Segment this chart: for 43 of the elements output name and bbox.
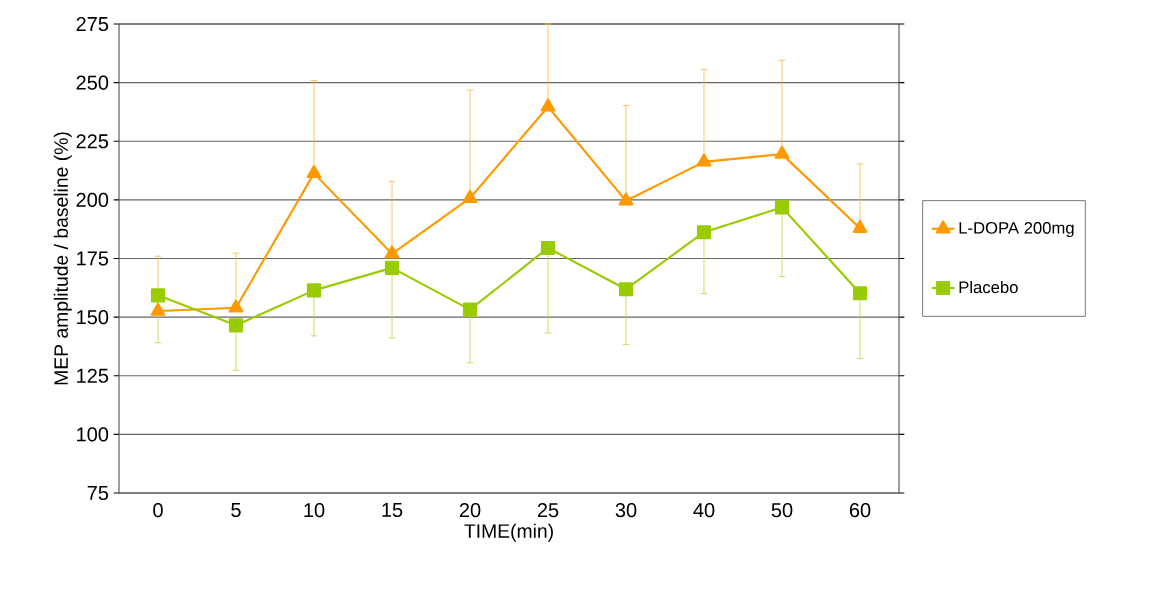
x-tick-label: 5 <box>231 503 241 517</box>
x-tick-label: 30 <box>615 503 637 518</box>
point <box>228 299 244 313</box>
point <box>306 164 322 179</box>
y-tick-label: 150 <box>77 310 109 325</box>
point <box>774 145 790 159</box>
point <box>696 153 712 167</box>
point <box>540 240 556 256</box>
point <box>384 260 400 275</box>
point <box>696 225 712 240</box>
x-tick-label: 40 <box>693 503 715 518</box>
point <box>852 219 868 233</box>
y-tick-label: 125 <box>77 368 109 383</box>
point <box>150 302 166 316</box>
x-tick-label: 20 <box>459 503 481 518</box>
x-tick-label: 50 <box>771 503 793 518</box>
x-axis-title: TIME(min) <box>464 523 553 542</box>
y-tick-label: 75 <box>87 486 109 500</box>
point <box>384 245 400 259</box>
x-tick-label: 25 <box>537 503 559 518</box>
y-tick-label: 175 <box>77 251 109 266</box>
y-tick-label: 275 <box>76 16 109 32</box>
point <box>462 302 478 317</box>
point <box>306 283 322 298</box>
point <box>618 282 634 297</box>
x-tick-label: 0 <box>153 503 163 518</box>
legend-label: L-DOPA 200mg <box>959 221 1074 238</box>
y-axis-title: MEP amplitude / baseline (%) <box>53 132 72 385</box>
point <box>462 189 478 203</box>
y-tick-label: 100 <box>77 427 109 442</box>
legend-label: Placebo <box>959 280 1018 294</box>
y-tick-label: 200 <box>76 192 109 207</box>
point <box>618 192 634 206</box>
point <box>852 286 868 301</box>
point <box>150 288 166 303</box>
y-tick-label: 250 <box>76 75 109 90</box>
point <box>540 98 556 112</box>
y-tick-label: 225 <box>76 134 109 149</box>
point <box>228 318 244 333</box>
x-tick-label: 60 <box>849 503 871 518</box>
point <box>774 200 790 215</box>
x-tick-label: 15 <box>382 503 403 517</box>
x-tick-label: 10 <box>304 503 325 518</box>
